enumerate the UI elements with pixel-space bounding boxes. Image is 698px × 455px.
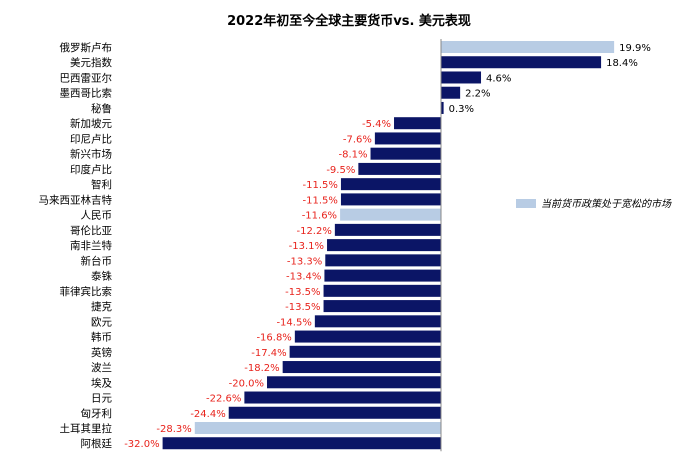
data-label: -13.5%: [285, 287, 320, 298]
category-label: 阿根廷: [81, 437, 113, 450]
data-label: -16.8%: [256, 333, 291, 344]
category-label: 秘鲁: [91, 102, 112, 115]
data-label: 0.3%: [449, 104, 474, 115]
bar: [370, 147, 441, 160]
data-label: -20.0%: [229, 378, 264, 389]
category-label: 新加坡元: [70, 117, 112, 130]
bar: [325, 254, 441, 267]
category-label: 美元指数: [70, 56, 112, 69]
category-label: 巴西雷亚尔: [60, 71, 113, 84]
data-label: -12.2%: [296, 226, 331, 237]
bar: [282, 361, 441, 374]
bar: [441, 56, 602, 69]
data-label: -8.1%: [339, 150, 368, 161]
bar: [194, 422, 441, 434]
data-label: 4.6%: [486, 73, 511, 84]
data-label: -5.4%: [362, 119, 391, 130]
category-label: 新兴市场: [70, 148, 112, 161]
category-label: 南非兰特: [70, 239, 112, 252]
category-label: 菲律宾比索: [60, 285, 113, 298]
bar: [314, 315, 441, 328]
bar: [323, 284, 441, 297]
category-label: 俄罗斯卢布: [60, 41, 113, 54]
data-label: 18.4%: [606, 58, 638, 69]
data-label: -11.5%: [303, 180, 338, 191]
category-label: 日元: [91, 393, 112, 405]
bar: [289, 345, 441, 358]
category-label: 欧元: [91, 316, 112, 328]
legend-label: 当前货币政策处于宽松的市场: [541, 198, 672, 210]
data-label: -13.1%: [289, 241, 324, 252]
data-label: 19.9%: [619, 43, 651, 54]
category-label: 新台币: [81, 254, 113, 267]
data-label: -11.6%: [302, 211, 337, 222]
category-label: 人民币: [81, 210, 113, 222]
data-label: -13.3%: [287, 256, 322, 267]
category-label: 马来西亚林吉特: [39, 193, 113, 206]
bar: [334, 223, 441, 236]
bar: [441, 86, 461, 99]
bar: [267, 376, 441, 389]
data-label: -28.3%: [156, 424, 191, 435]
data-label: -9.5%: [326, 165, 355, 176]
data-label: 2.2%: [465, 89, 490, 100]
bar: [441, 71, 482, 84]
category-label: 韩币: [91, 331, 112, 344]
category-label: 印度卢比: [70, 163, 112, 176]
category-label: 土耳其里拉: [60, 422, 113, 435]
category-label: 波兰: [91, 361, 112, 374]
bar: [358, 162, 441, 175]
category-label: 印尼卢比: [70, 132, 112, 145]
data-label: -13.5%: [285, 302, 320, 313]
chart-title: 2022年初至今全球主要货币vs. 美元表现: [227, 14, 471, 29]
bar: [340, 178, 441, 191]
data-label: -17.4%: [251, 348, 286, 359]
bar: [162, 437, 441, 450]
category-label: 捷克: [91, 300, 112, 313]
data-label: -13.4%: [286, 272, 321, 283]
bar: [324, 269, 441, 282]
category-label: 哥伦比亚: [70, 224, 112, 237]
bar: [340, 208, 441, 221]
category-label: 英镑: [91, 346, 112, 359]
bar: [294, 330, 441, 343]
bar: [441, 101, 444, 114]
legend-swatch: [516, 199, 536, 208]
bar: [394, 117, 441, 130]
bar: [323, 300, 441, 313]
category-label: 泰铢: [91, 270, 112, 283]
data-label: -22.6%: [206, 394, 241, 405]
category-label: 埃及: [91, 376, 112, 389]
data-label: -7.6%: [343, 134, 372, 145]
bar: [340, 193, 441, 206]
data-label: -18.2%: [244, 363, 279, 374]
bar: [327, 239, 441, 252]
data-label: -14.5%: [276, 317, 311, 328]
bar: [374, 132, 441, 145]
category-label: 智利: [91, 178, 112, 191]
data-label: -11.5%: [303, 195, 338, 206]
bar: [441, 41, 615, 53]
data-label: -24.4%: [190, 409, 225, 420]
bar: [228, 406, 441, 419]
data-label: -32.0%: [124, 439, 159, 450]
category-label: 墨西哥比索: [60, 87, 113, 100]
bar: [244, 391, 441, 404]
category-label: 匈牙利: [81, 407, 113, 420]
